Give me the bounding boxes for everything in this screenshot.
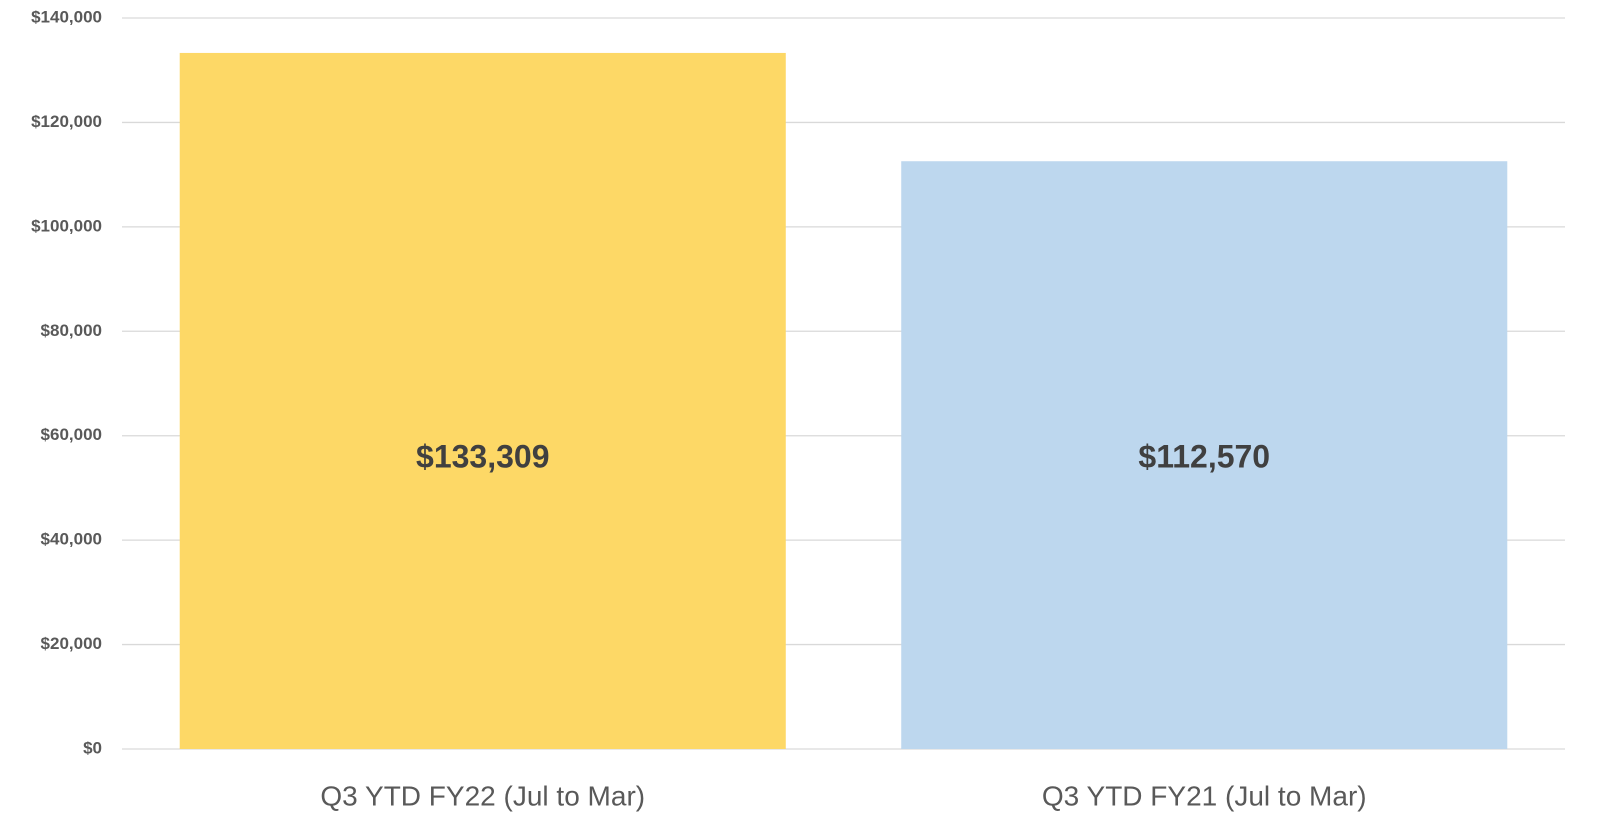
y-tick-label: $0	[83, 738, 102, 757]
y-tick-label: $100,000	[31, 216, 102, 235]
data-label: $133,309	[416, 438, 549, 474]
x-tick-label: Q3 YTD FY21 (Jul to Mar)	[1042, 780, 1367, 811]
x-tick-label: Q3 YTD FY22 (Jul to Mar)	[320, 780, 645, 811]
y-tick-label: $120,000	[31, 112, 102, 131]
data-label: $112,570	[1138, 438, 1270, 474]
y-tick-label: $80,000	[41, 321, 102, 340]
y-tick-label: $20,000	[41, 634, 102, 653]
bar	[901, 161, 1508, 750]
y-tick-label: $40,000	[41, 530, 102, 549]
y-tick-label: $60,000	[41, 425, 102, 444]
y-tick-label: $140,000	[31, 7, 102, 26]
bar	[179, 52, 786, 749]
